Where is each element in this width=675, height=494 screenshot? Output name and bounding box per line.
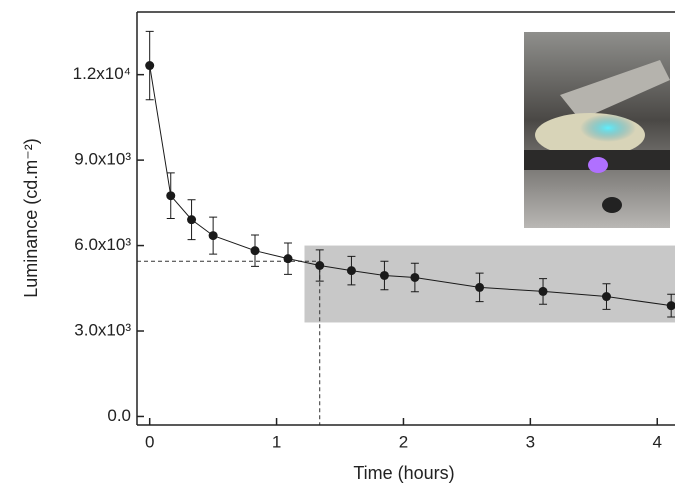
- data-point: [315, 260, 325, 270]
- y-tick-label: 3.0x10³: [74, 320, 131, 339]
- data-point: [166, 191, 176, 201]
- x-tick-label: 3: [526, 432, 535, 451]
- x-tick-label: 1: [272, 432, 281, 451]
- data-point: [283, 254, 293, 264]
- data-point: [145, 61, 155, 71]
- y-tick-label: 0.0: [107, 406, 131, 425]
- data-point: [379, 270, 389, 280]
- data-point: [208, 231, 218, 241]
- data-point: [250, 246, 260, 256]
- x-tick-label: 4: [653, 432, 662, 451]
- data-point: [475, 282, 485, 292]
- data-point: [346, 266, 356, 276]
- x-tick-label: 2: [399, 432, 408, 451]
- y-tick-label: 9.0x10³: [74, 150, 131, 169]
- data-point: [187, 215, 197, 225]
- x-tick-label: 0: [145, 432, 154, 451]
- data-point: [601, 292, 611, 302]
- data-point: [538, 286, 548, 296]
- data-point: [410, 272, 420, 282]
- data-point: [666, 301, 675, 311]
- y-axis-title: Luminance (cd.m⁻²): [21, 138, 41, 298]
- shaded-region: [304, 245, 675, 323]
- y-tick-label: 6.0x10³: [74, 235, 131, 254]
- y-tick-label: 1.2x10⁴: [73, 64, 131, 83]
- inset-photo: [524, 32, 670, 228]
- x-axis-title: Time (hours): [353, 463, 454, 483]
